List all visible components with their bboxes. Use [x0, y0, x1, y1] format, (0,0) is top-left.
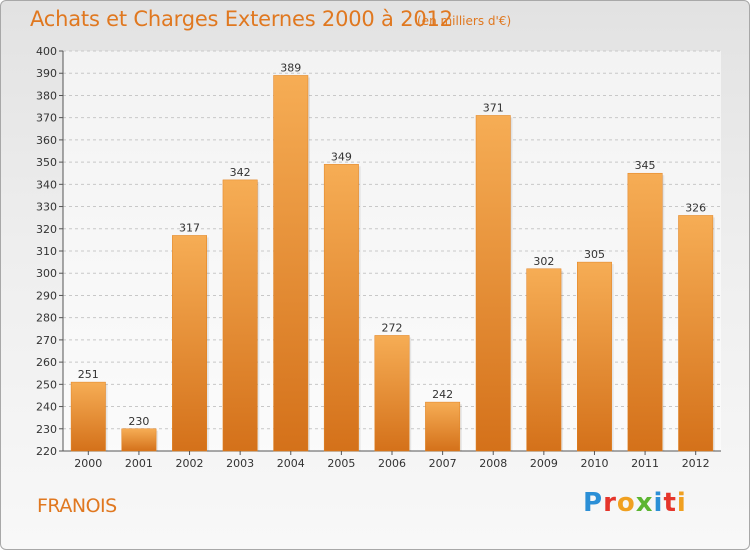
y-tick-label: 340: [36, 178, 57, 191]
bar-value-label: 305: [584, 248, 605, 261]
bar-value-label: 251: [78, 368, 99, 381]
x-tick-label: 2005: [327, 457, 355, 470]
bar: [172, 235, 207, 452]
y-tick-label: 240: [36, 401, 57, 414]
y-tick-label: 250: [36, 378, 57, 391]
y-tick-label: 330: [36, 201, 57, 214]
bar-value-label: 342: [230, 166, 251, 179]
y-tick-label: 260: [36, 356, 57, 369]
bar-value-label: 230: [128, 415, 149, 428]
chart-subtitle: (en milliers d'€): [417, 14, 512, 28]
bar-value-label: 242: [432, 388, 453, 401]
y-tick-label: 220: [36, 445, 57, 458]
bar: [475, 115, 511, 452]
bar-value-label: 349: [331, 150, 352, 163]
y-tick-label: 280: [36, 312, 57, 325]
logo-letter: x: [635, 488, 654, 518]
bar: [577, 261, 612, 452]
logo-letter: t: [663, 488, 677, 518]
y-tick-label: 380: [36, 89, 57, 102]
x-tick-label: 2003: [226, 457, 254, 470]
y-tick-label: 300: [36, 267, 57, 280]
bar: [425, 401, 461, 452]
x-tick-label: 2011: [631, 457, 659, 470]
y-tick-label: 370: [36, 112, 57, 125]
bar: [121, 428, 157, 452]
bar-value-label: 345: [635, 159, 656, 172]
bar: [678, 215, 714, 452]
bar-value-label: 317: [179, 221, 200, 234]
y-tick-label: 390: [36, 67, 57, 80]
bar: [374, 335, 410, 452]
bar: [222, 179, 258, 452]
bar: [526, 268, 562, 452]
y-tick-label: 230: [36, 423, 57, 436]
bar: [273, 75, 309, 452]
bar: [70, 381, 106, 452]
bar-value-label: 302: [533, 255, 554, 268]
proxiti-logo: Proxiti: [583, 488, 687, 518]
x-tick-label: 2000: [74, 457, 102, 470]
bar-value-label: 326: [685, 201, 706, 214]
logo-letter: r: [603, 488, 617, 518]
y-tick-label: 270: [36, 334, 57, 347]
commune-name: FRANOIS: [37, 495, 117, 517]
y-tick-label: 400: [36, 45, 57, 58]
bar-value-label: 389: [280, 61, 301, 74]
bar: [627, 172, 663, 452]
x-tick-label: 2008: [479, 457, 507, 470]
y-tick-label: 290: [36, 289, 57, 302]
x-tick-label: 2007: [429, 457, 457, 470]
bar-value-label: 272: [382, 321, 403, 334]
x-tick-label: 2006: [378, 457, 406, 470]
x-tick-label: 2001: [125, 457, 153, 470]
x-tick-label: 2012: [682, 457, 710, 470]
logo-letter: i: [676, 488, 687, 518]
y-tick-label: 360: [36, 134, 57, 147]
logo-letter: o: [616, 488, 636, 518]
bar-value-label: 371: [483, 101, 504, 114]
x-tick-label: 2010: [580, 457, 608, 470]
bar: [323, 164, 359, 452]
logo-letter: P: [583, 488, 604, 518]
x-tick-label: 2004: [277, 457, 305, 470]
x-tick-label: 2009: [530, 457, 558, 470]
chart-title: Achats et Charges Externes 2000 à 2012: [30, 7, 453, 31]
y-tick-label: 350: [36, 156, 57, 169]
logo-letter: i: [653, 488, 664, 518]
y-tick-label: 310: [36, 245, 57, 258]
x-tick-label: 2002: [176, 457, 204, 470]
y-tick-label: 320: [36, 223, 57, 236]
